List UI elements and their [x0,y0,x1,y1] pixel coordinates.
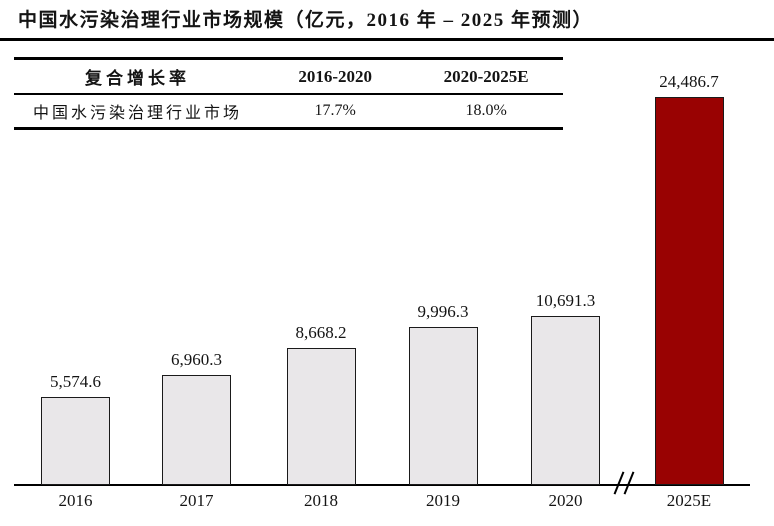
x-tick-label-2020: 2020 [548,491,583,510]
x-tick-label-2016: 2016 [58,491,93,510]
x-tick-label-2017: 2017 [179,491,214,510]
cagr-table: 复合增长率 2016-2020 2020-2025E 中国水污染治理行业市场 1… [14,57,563,130]
cagr-header-row: 复合增长率 2016-2020 2020-2025E [14,57,563,95]
x-tick-label-2025E: 2025E [666,491,712,510]
title-divider [0,38,774,41]
bar-value-label-2016: 5,574.6 [50,372,101,391]
figure-title: 中国水污染治理行业市场规模（亿元，2016 年 – 2025 年预测） [18,10,594,31]
bar-2020 [531,316,600,485]
bar-2017 [162,375,231,485]
x-tick-label-2019: 2019 [426,491,460,510]
cagr-value-2016-2020: 17.7% [261,94,410,130]
x-axis-line [14,484,750,486]
cagr-header-2020-2025e: 2020-2025E [409,57,563,95]
bar-2016 [41,397,110,485]
bar-value-label-2018: 8,668.2 [295,323,347,342]
cagr-value-2020-2025e: 18.0% [409,94,563,130]
bar-2019 [408,327,478,485]
cagr-header-metric: 复合增长率 [14,57,262,95]
cagr-row-label: 中国水污染治理行业市场 [14,94,262,130]
x-tick-label-2018: 2018 [304,491,338,510]
bar-value-label-2025E: 24,486.7 [659,72,719,91]
bar-value-label-2020: 10,691.3 [535,291,596,310]
bar-2018 [286,348,356,485]
cagr-header-2016-2020: 2016-2020 [261,57,410,95]
cagr-data-row: 中国水污染治理行业市场 17.7% 18.0% [14,94,563,130]
bar-2025E [654,97,724,485]
bar-value-label-2019: 9,996.3 [417,302,469,321]
bar-value-label-2017: 6,960.3 [171,350,222,369]
